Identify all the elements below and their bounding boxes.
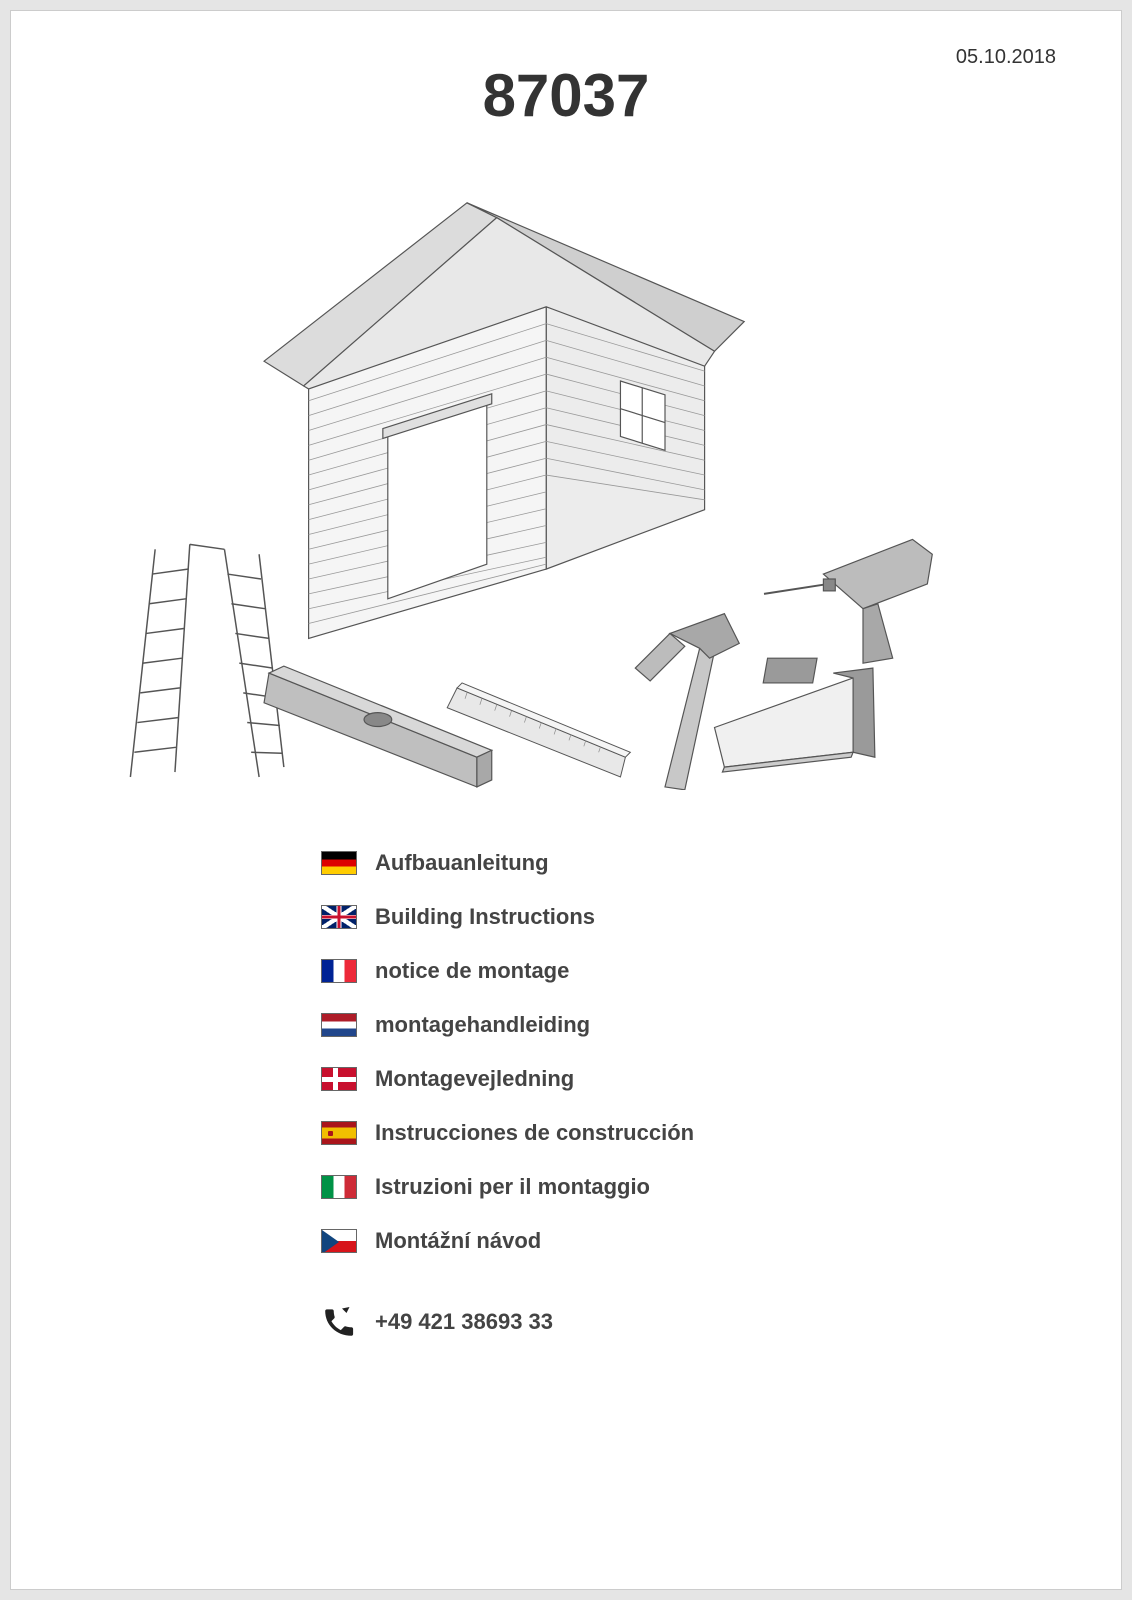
ladder-icon (130, 544, 283, 777)
flag-de-icon (321, 851, 357, 875)
lang-row-dk: Montagevejledning (321, 1066, 1061, 1092)
lang-row-fr: notice de montage (321, 958, 1061, 984)
lang-label: montagehandleiding (375, 1012, 590, 1038)
lang-row-it: Istruzioni per il montaggio (321, 1174, 1061, 1200)
flag-gb-icon (321, 905, 357, 929)
lang-label: Building Instructions (375, 904, 595, 930)
document-date: 05.10.2018 (956, 46, 1056, 69)
cover-illustration-svg (71, 170, 1061, 790)
product-illustration (71, 170, 1061, 790)
language-list: Aufbauanleitung Building Instructions no… (321, 850, 1061, 1254)
manual-cover-page: 05.10.2018 87037 (10, 10, 1122, 1590)
lang-row-gb: Building Instructions (321, 904, 1061, 930)
flag-fr-icon (321, 959, 357, 983)
lang-label: Instrucciones de construcción (375, 1120, 694, 1146)
lang-label: Montagevejledning (375, 1066, 574, 1092)
level-icon (264, 666, 492, 787)
phone-row: +49 421 38693 33 (321, 1304, 1061, 1340)
flag-nl-icon (321, 1013, 357, 1037)
shed-icon (264, 203, 744, 639)
lang-row-nl: montagehandleiding (321, 1012, 1061, 1038)
flag-it-icon (321, 1175, 357, 1199)
flag-cz-icon (321, 1229, 357, 1253)
product-number: 87037 (71, 61, 1061, 130)
flag-es-icon (321, 1121, 357, 1145)
flag-dk-icon (321, 1067, 357, 1091)
lang-label: Aufbauanleitung (375, 850, 549, 876)
phone-icon (321, 1304, 357, 1340)
lang-row-de: Aufbauanleitung (321, 850, 1061, 876)
lang-label: Istruzioni per il montaggio (375, 1174, 650, 1200)
saw-icon (715, 668, 875, 772)
lang-label: Montážní návod (375, 1228, 541, 1254)
lang-row-es: Instrucciones de construcción (321, 1120, 1061, 1146)
phone-number: +49 421 38693 33 (375, 1309, 553, 1335)
drill-icon (763, 539, 932, 683)
lang-label: notice de montage (375, 958, 569, 984)
lang-row-cz: Montážní návod (321, 1228, 1061, 1254)
